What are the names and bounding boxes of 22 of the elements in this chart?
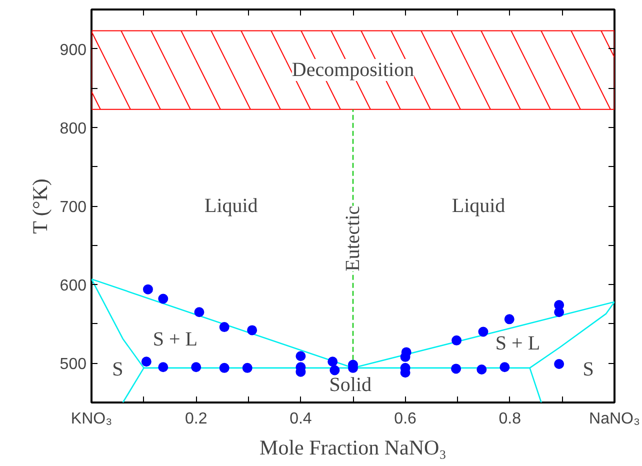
- y-tick-label: 500: [60, 356, 87, 374]
- y-tick-label: 600: [60, 278, 87, 295]
- y-tick-label: 900: [60, 42, 87, 59]
- y-axis-title: T (°K): [28, 178, 52, 234]
- x-tick-label: 0.6: [394, 410, 417, 428]
- x-tick-label: 0.2: [184, 410, 208, 428]
- annotation: Liquid: [452, 195, 506, 217]
- x-axis-title: Mole Fraction NaNO₃: [260, 436, 446, 460]
- annotation: Liquid: [204, 195, 258, 217]
- annotation: Solid: [329, 374, 372, 396]
- annotation: S + L: [495, 332, 540, 355]
- band-label: Decomposition: [292, 59, 414, 82]
- x-tick-label: KNO₃: [70, 410, 112, 428]
- annotation: S: [582, 358, 594, 380]
- x-tick-label: 0.8: [498, 410, 522, 428]
- x-tick-label: 0.4: [290, 410, 312, 428]
- text: Eutectic: [342, 206, 364, 272]
- y-tick-label: 700: [60, 199, 87, 216]
- y-tick-label: 800: [60, 120, 87, 138]
- annotation: S + L: [152, 328, 198, 351]
- annotation: S: [112, 358, 124, 380]
- x-tick-label: NaNO₃: [589, 410, 640, 428]
